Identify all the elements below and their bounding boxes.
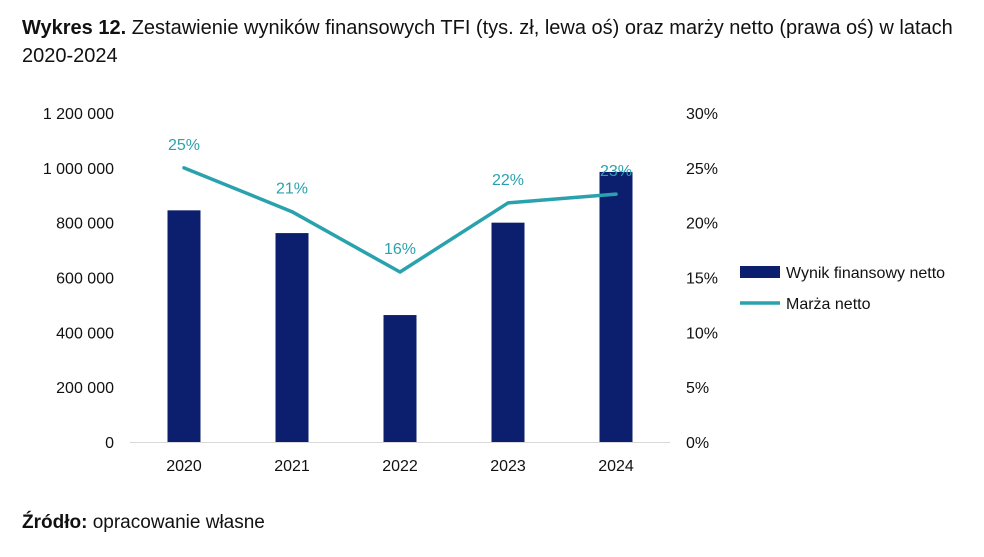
source-label: Źródło:: [22, 512, 88, 533]
y-left-tick-label: 600 000: [56, 271, 114, 288]
legend-swatch-wynik: [740, 266, 780, 278]
chart-title-text: Zestawienie wyników finansowych TFI (tys…: [22, 17, 953, 67]
line-point-marza-2020: [182, 166, 186, 170]
x-tick-label: 2023: [490, 458, 526, 475]
y-left-tick-label: 1 000 000: [43, 161, 114, 178]
bar-wynik-2023: [491, 222, 525, 442]
source-text: opracowanie własne: [92, 512, 265, 533]
y-left-tick-label: 800 000: [56, 216, 114, 233]
x-tick-label: 2024: [598, 458, 634, 475]
y-left-tick-label: 400 000: [56, 325, 114, 342]
data-label-marza-2023: 22%: [492, 172, 524, 189]
bar-wynik-2024: [599, 171, 633, 442]
y-right-tick-label: 25%: [686, 161, 718, 178]
data-label-marza-2022: 16%: [384, 241, 416, 258]
y-left-tick-label: 1 200 000: [43, 106, 114, 123]
y-right-tick-label: 5%: [686, 380, 709, 397]
data-label-marza-2024: 23%: [600, 163, 632, 180]
y-left-tick-label: 200 000: [56, 380, 114, 397]
legend-label-marza: Marża netto: [786, 296, 871, 313]
bar-wynik-2021: [275, 233, 309, 442]
line-point-marza-2024: [614, 192, 618, 196]
y-right-tick-label: 15%: [686, 271, 718, 288]
source-note: Źródło: opracowanie własne: [22, 512, 265, 534]
y-right-tick-label: 10%: [686, 325, 718, 342]
legend-label-wynik: Wynik finansowy netto: [786, 265, 945, 282]
data-label-marza-2020: 25%: [168, 137, 200, 154]
y-left-tick-label: 0: [105, 435, 114, 452]
x-tick-label: 2021: [274, 458, 310, 475]
chart-title-bold: Wykres 12.: [22, 17, 127, 39]
y-right-tick-label: 0%: [686, 435, 709, 452]
line-point-marza-2021: [290, 210, 294, 214]
y-right-tick-label: 30%: [686, 106, 718, 123]
x-tick-label: 2020: [166, 458, 202, 475]
line-point-marza-2023: [506, 201, 510, 205]
bar-wynik-2020: [167, 210, 201, 442]
x-tick-label: 2022: [382, 458, 418, 475]
bar-wynik-2022: [383, 315, 417, 442]
y-right-tick-label: 20%: [686, 216, 718, 233]
data-label-marza-2021: 21%: [276, 181, 308, 198]
line-point-marza-2022: [398, 270, 402, 274]
chart-title: Wykres 12. Zestawienie wyników finansowy…: [22, 14, 972, 70]
